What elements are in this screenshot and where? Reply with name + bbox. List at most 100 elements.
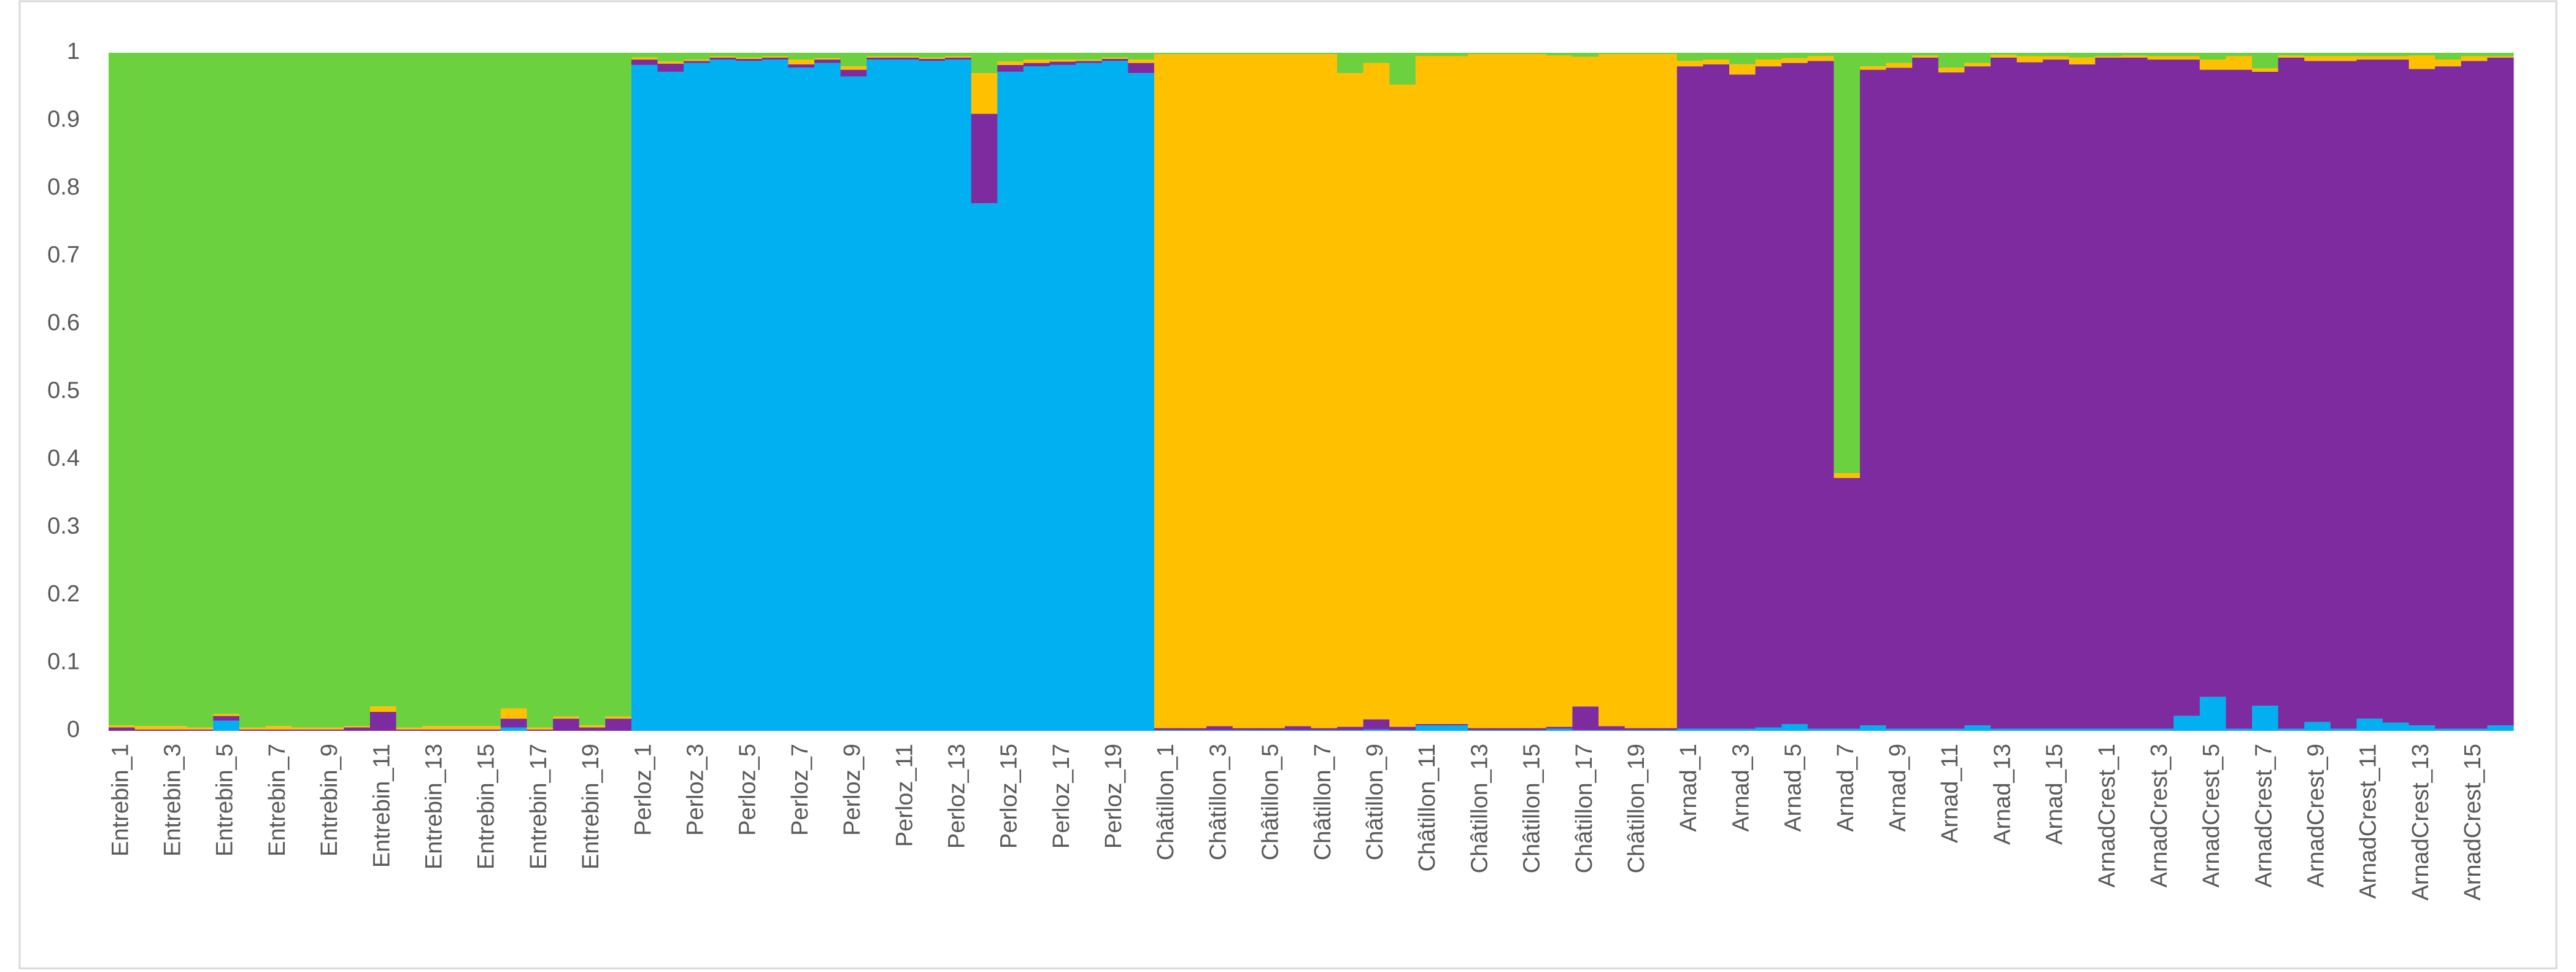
bar-segment: [788, 68, 815, 731]
bar-segment: [788, 60, 815, 64]
bar-segment: [1206, 726, 1233, 730]
bar-segment: [1886, 63, 1913, 68]
bar-segment: [1572, 730, 1599, 731]
bar-segment: [474, 53, 501, 727]
bar-segment: [396, 729, 423, 731]
bar-segment: [1807, 56, 1835, 61]
bar-segment: [2487, 56, 2514, 58]
bar-segment: [1154, 730, 1181, 731]
bar-segment: [1834, 473, 1861, 478]
bar-segment: [1154, 53, 1181, 55]
bar-segment: [2069, 728, 2096, 731]
bar-segment: [1781, 63, 1808, 724]
bar-segment: [1651, 728, 1678, 730]
bar-segment: [2383, 60, 2410, 723]
bar-segment: [265, 729, 292, 731]
bar-segment: [814, 58, 841, 60]
bar-segment: [1807, 53, 1835, 56]
bar-segment: [2356, 56, 2383, 60]
bar-segment: [762, 57, 789, 60]
bar-segment: [1049, 64, 1076, 731]
x-tick-label: Perloz_3: [682, 744, 708, 836]
bar-segment: [2304, 61, 2331, 722]
bar-segment: [1938, 53, 1965, 68]
bar-segment: [1284, 54, 1312, 727]
bar-segment: [684, 63, 711, 731]
y-tick-label: 0: [67, 717, 80, 742]
bar-segment: [1991, 55, 2018, 58]
bar-segment: [2226, 53, 2253, 56]
bar-segment: [2252, 71, 2279, 706]
bar-segment: [1755, 60, 1782, 67]
bar-segment: [1781, 58, 1808, 63]
bar-segment: [1676, 66, 1704, 729]
bar-segment: [2330, 728, 2358, 731]
bar-segment: [1546, 53, 1573, 56]
bar-segment: [1651, 730, 1678, 731]
x-tick-label: Châtillon_9: [1362, 744, 1388, 860]
bar-segment: [2252, 53, 2279, 69]
bar-segment: [1154, 728, 1181, 730]
bar-segment: [1101, 58, 1128, 61]
x-tick-label: Entrebin_1: [107, 744, 133, 857]
bar-segment: [2226, 728, 2253, 731]
x-tick-label: Châtillon_3: [1205, 744, 1231, 860]
bar-segment: [2095, 728, 2122, 731]
bar-segment: [1572, 56, 1599, 707]
bar-segment: [1389, 730, 1416, 731]
x-tick-label: Arnad_15: [2042, 744, 2068, 845]
bar-segment: [500, 719, 528, 728]
y-tick-label: 0.6: [47, 310, 80, 336]
bar-segment: [526, 727, 553, 730]
bar-segment: [631, 57, 658, 60]
bar-segment: [1807, 61, 1835, 729]
x-tick-label: Perloz_5: [735, 744, 761, 836]
bar-segment: [997, 64, 1024, 72]
bar-segment: [2487, 725, 2514, 731]
bar-segment: [814, 63, 841, 731]
bar-segment: [814, 60, 841, 63]
bar-segment: [2278, 55, 2305, 58]
bar-segment: [2435, 66, 2462, 729]
bar-segment: [971, 114, 998, 204]
x-tick-label: Entrebin_17: [526, 744, 552, 870]
bar-segment: [1311, 53, 1338, 55]
bar-segment: [840, 66, 867, 70]
bar-segment: [2016, 728, 2043, 731]
bar-segment: [1049, 53, 1076, 60]
bar-segment: [2487, 57, 2514, 726]
bar-segment: [369, 712, 397, 731]
x-tick-label: Perloz_13: [944, 744, 970, 849]
bar-segment: [945, 56, 972, 58]
bar-segment: [1076, 61, 1103, 63]
bar-segment: [1180, 53, 1207, 55]
bar-segment: [2356, 53, 2383, 56]
bar-segment: [1834, 477, 1861, 729]
bar-segment: [2226, 69, 2253, 729]
bar-segment: [1938, 72, 1965, 729]
bar-segment: [396, 727, 423, 730]
bar-segment: [762, 53, 789, 56]
bar-segment: [762, 60, 789, 731]
bar-segment: [422, 729, 449, 731]
bar-segment: [1546, 55, 1573, 727]
bar-segment: [1415, 723, 1443, 726]
bar-segment: [1676, 53, 1704, 61]
bar-segment: [1023, 60, 1051, 63]
bar-segment: [1049, 60, 1076, 62]
bar-segment: [1441, 53, 1468, 56]
bar-segment: [1676, 728, 1704, 731]
bar-segment: [814, 53, 841, 58]
bar-segment: [474, 729, 501, 731]
bar-segment: [866, 53, 893, 56]
bar-segment: [161, 729, 188, 731]
bar-segment: [657, 71, 684, 731]
bar-segment: [1651, 53, 1678, 55]
bar-segment: [2095, 53, 2122, 56]
bar-segment: [109, 725, 136, 728]
bar-segment: [1259, 730, 1286, 731]
bar-segment: [684, 61, 711, 63]
bar-segment: [945, 57, 972, 60]
bar-segment: [709, 60, 736, 731]
bar-segment: [2226, 56, 2253, 70]
